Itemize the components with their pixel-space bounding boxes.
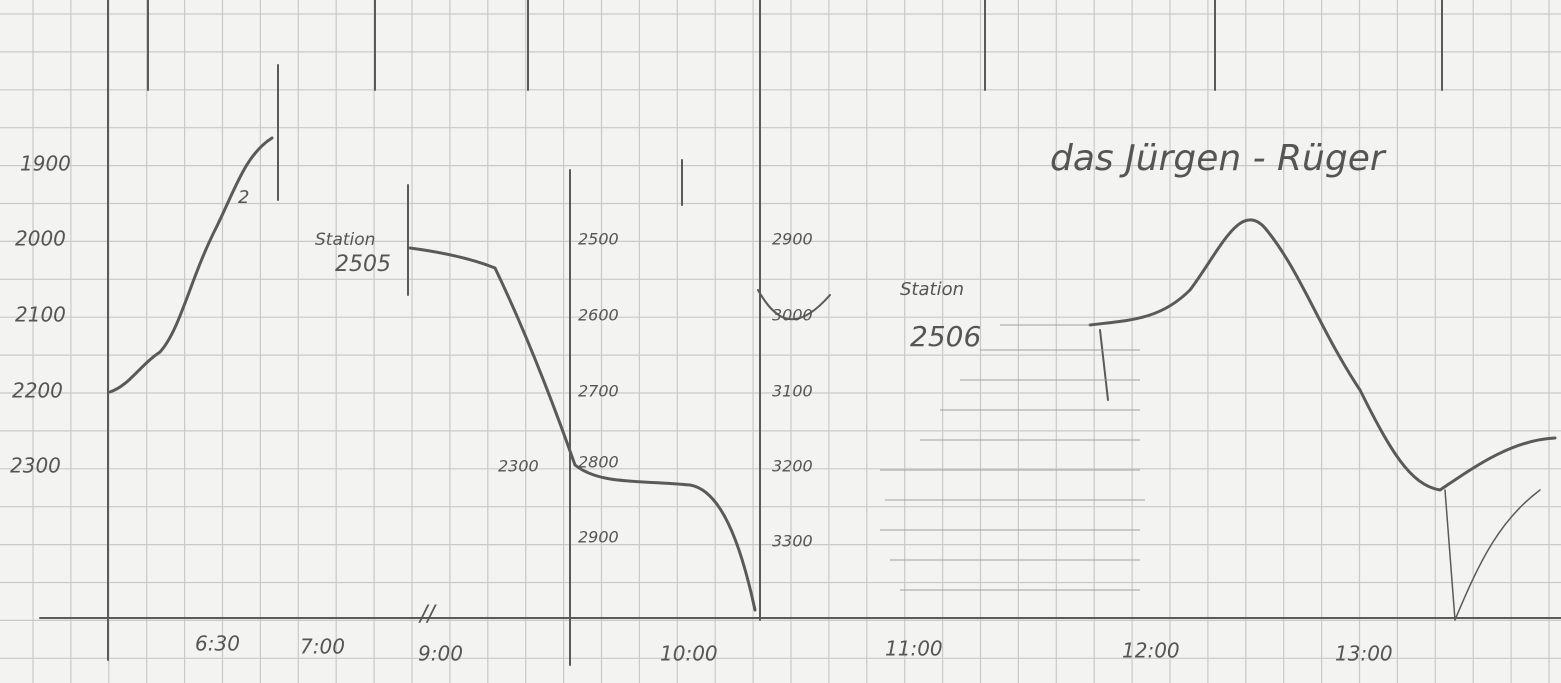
time-label: 12:00 [1122,639,1180,663]
tick-label: 2000 [15,227,66,251]
tick-label: 3200 [772,457,813,476]
time-label: 11:00 [885,637,943,661]
station-labels: Station 2505 Station 2506 [315,230,981,353]
side-label: 2300 [498,457,539,476]
right-axis-labels: 2900 3000 3100 3200 3300 [772,230,813,551]
station-number: 2506 [910,320,981,353]
tick-label: 3000 [772,306,813,325]
marker: 2 [238,187,249,208]
tick-label: 2100 [15,303,66,327]
left-axis-labels: 1900 2000 2100 2200 2300 [10,152,71,478]
tick-label: 1900 [20,152,71,176]
title: das Jürgen - Rüger [1050,138,1387,179]
tick-label: 2700 [578,382,619,401]
tick-label: 3300 [772,532,813,551]
time-label: 6:30 [195,632,240,656]
tick-label: 3100 [772,382,813,401]
tick-label: 2900 [772,230,813,249]
axes [39,0,1561,666]
middle-axis-labels: 2500 2600 2700 2800 2900 2300 [498,230,619,547]
tick-label: 2600 [578,306,619,325]
tick-label: 2500 [578,230,619,249]
tick-label: 2300 [10,454,61,478]
tick-label: 2200 [12,379,63,403]
axis-break: // [418,602,437,627]
station-label: Station [900,279,964,300]
time-label: 10:00 [660,642,718,666]
time-label: 7:00 [300,635,345,659]
hatched-area [880,324,1145,591]
station-number: 2505 [335,252,391,277]
time-labels: 6:30 7:00 9:00 10:00 11:00 12:00 13:00 [195,632,1393,666]
tick-label: 2900 [578,528,619,547]
station-label: Station [315,230,375,250]
tick-label: 2800 [578,453,619,472]
time-label: 9:00 [418,642,463,666]
time-label: 13:00 [1335,642,1393,666]
profile-curves [108,136,1557,621]
